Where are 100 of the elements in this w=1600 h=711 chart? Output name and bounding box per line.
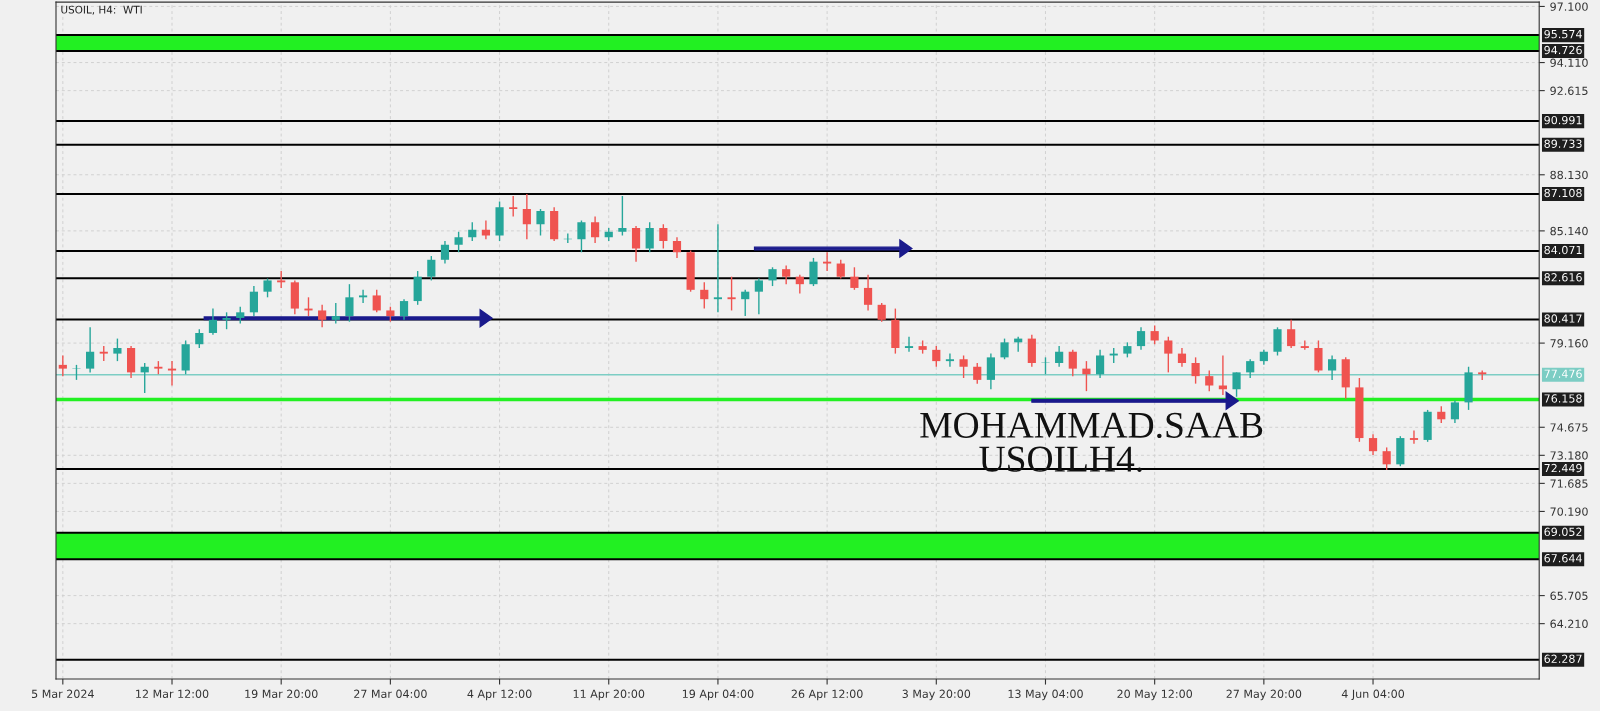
y-tick-label: 88.130 (1550, 170, 1588, 180)
y-tick-label: 71.685 (1550, 479, 1588, 488)
x-tick-label: 4 Jun 04:00 (1341, 689, 1405, 701)
candlestick (113, 337, 122, 362)
candlestick (249, 285, 258, 317)
candlestick (1136, 326, 1146, 351)
x-tick-label: 5 Mar 2024 (32, 689, 94, 699)
y-tick-label: 65.705 (1550, 591, 1588, 600)
candlestick (358, 289, 368, 304)
ref-line-label: 72.449 (1544, 463, 1582, 473)
x-tick-label: 20 May 12:00 (1117, 689, 1193, 701)
candlestick (1328, 354, 1337, 381)
candlestick (1382, 446, 1391, 471)
ref-line-label: 84.071 (1544, 245, 1582, 255)
candlestick (672, 236, 682, 259)
candlestick (591, 215, 600, 244)
x-tick-label: 19 Apr 04:00 (682, 689, 754, 701)
candlestick (618, 195, 627, 237)
ref-line-label: 90.991 (1544, 115, 1582, 125)
candlestick (904, 336, 914, 353)
candlestick (727, 275, 736, 312)
candlestick (1273, 326, 1282, 357)
y-tick-label: 64.210 (1550, 619, 1588, 629)
candlestick (577, 219, 586, 253)
candlestick (1246, 358, 1255, 379)
y-tick-label: 94.110 (1550, 58, 1588, 67)
ref-line-label: 77.476 (1544, 369, 1582, 378)
candlestick (1177, 347, 1187, 368)
candlestick (932, 345, 941, 368)
x-tick-label: 13 May 04:00 (1008, 689, 1083, 701)
candlestick (1150, 324, 1159, 345)
candlestick (318, 304, 327, 329)
x-tick-label: 12 Mar 12:00 (136, 689, 209, 699)
candlestick (536, 208, 545, 237)
candlestick (86, 326, 95, 374)
x-tick-label: 26 Apr 12:00 (791, 689, 863, 701)
candlestick (208, 307, 218, 336)
ref-line-label: 67.644 (1544, 554, 1582, 563)
candlestick (1409, 429, 1419, 445)
candlestick (659, 223, 668, 250)
candlestick (782, 264, 791, 285)
x-tick-label: 27 Mar 04:00 (354, 689, 427, 699)
ref-line-label: 89.733 (1544, 139, 1582, 148)
candlestick (399, 298, 409, 321)
candlestick (440, 240, 450, 265)
ref-line-label: 87.108 (1544, 188, 1582, 198)
ref-line-label: 76.158 (1544, 394, 1582, 403)
candlestick (468, 221, 477, 242)
candlestick (700, 281, 709, 310)
y-tick-label: 85.140 (1550, 226, 1588, 236)
candlestick (509, 195, 518, 218)
candlestick (522, 193, 531, 240)
candlestick (277, 270, 286, 289)
candlestick (1095, 349, 1105, 379)
chart-title: USOIL, H4: WTI (61, 5, 142, 15)
candlestick (795, 274, 804, 295)
ref-line-label: 69.052 (1544, 527, 1582, 537)
x-tick-label: 19 Mar 20:00 (245, 689, 318, 699)
x-tick-label: 27 May 20:00 (1226, 689, 1302, 701)
candlestick (372, 289, 381, 314)
candlestick (1191, 356, 1200, 385)
candlestick (195, 328, 204, 349)
candlestick (850, 266, 859, 291)
candlestick (58, 354, 67, 377)
candlestick (809, 257, 818, 287)
candlestick (331, 302, 340, 325)
y-tick-label: 79.160 (1550, 339, 1588, 348)
candlestick (768, 266, 777, 287)
candlestick (1000, 337, 1009, 360)
candlestick (836, 259, 845, 280)
x-tick-label: 4 Apr 12:00 (467, 689, 532, 701)
x-tick-label: 11 Apr 20:00 (573, 689, 645, 701)
candlestick (823, 251, 832, 272)
annotation: USOILH4. (979, 446, 1142, 472)
candlestick (1205, 369, 1214, 392)
candlestick (713, 223, 723, 314)
candlestick (877, 302, 886, 323)
y-tick-label: 70.190 (1550, 507, 1588, 516)
candlestick (945, 352, 955, 368)
candlestick (645, 221, 654, 253)
candlestick (263, 277, 272, 299)
candlestick (1068, 349, 1077, 377)
y-tick-label: 97.100 (1550, 2, 1588, 11)
y-tick-label: 74.675 (1550, 423, 1588, 432)
candlestick (1287, 319, 1296, 349)
candlestick (427, 255, 436, 282)
candlestick (1368, 433, 1378, 456)
candlestick (1232, 371, 1241, 398)
candlestick (1164, 336, 1173, 374)
y-tick-label: 73.180 (1550, 451, 1588, 460)
candlestick (959, 354, 968, 379)
ref-line-label: 94.726 (1544, 45, 1582, 55)
x-tick-label: 3 May 20:00 (902, 689, 971, 701)
candlestick (754, 277, 763, 315)
candlestick (1450, 399, 1460, 424)
ref-line-label: 95.574 (1544, 29, 1582, 39)
candlestick (1314, 339, 1323, 374)
candlestick (1055, 345, 1064, 368)
annotation: MOHAMMAD.SAAB (920, 412, 1263, 439)
y-tick-label: 92.615 (1550, 86, 1588, 95)
